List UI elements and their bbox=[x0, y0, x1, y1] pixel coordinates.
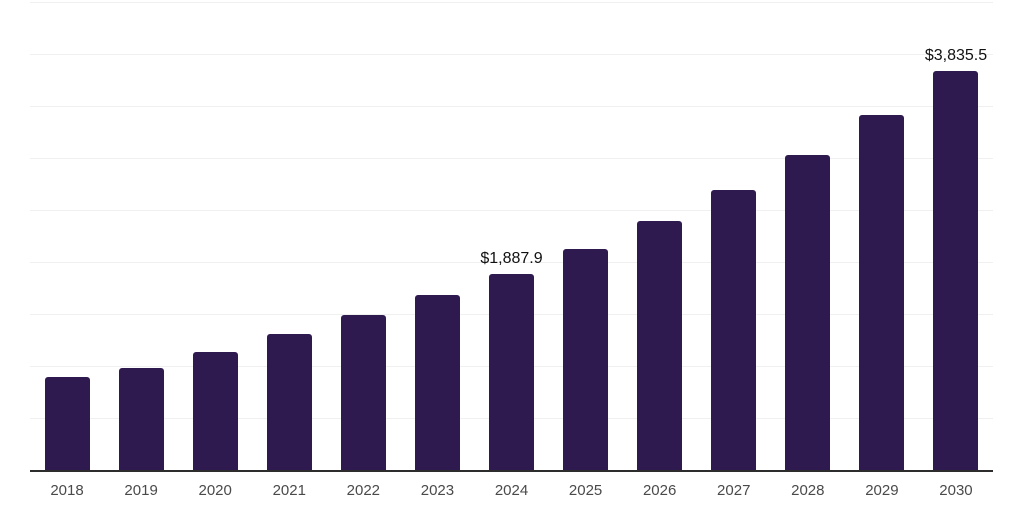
x-tick-label-2025: 2025 bbox=[568, 482, 603, 499]
bar-column-2030: $3,835.5 bbox=[919, 2, 993, 470]
bar-value-label-2030: $3,835.5 bbox=[924, 47, 988, 65]
bar-column-2028 bbox=[771, 2, 845, 470]
x-tick-label-2024: 2024 bbox=[494, 482, 529, 499]
x-tick-label-2022: 2022 bbox=[346, 482, 381, 499]
bar-column-2024: $1,887.9 bbox=[474, 2, 548, 470]
bar-2026 bbox=[637, 221, 683, 470]
bar-2024: $1,887.9 bbox=[480, 250, 543, 470]
gridline bbox=[30, 157, 993, 159]
x-tick-label-2027: 2027 bbox=[717, 482, 751, 499]
x-axis: 2018 2019 2020 2021 2022 2023 2024 2025 2026 2027… bbox=[30, 482, 993, 499]
bar-column-2025 bbox=[549, 2, 623, 470]
gridline bbox=[30, 2, 993, 3]
x-tick-label-2026: 2026 bbox=[642, 482, 677, 499]
bar-column-2021 bbox=[252, 2, 326, 470]
bar-2022 bbox=[340, 315, 386, 470]
bar-column-2018 bbox=[30, 2, 104, 470]
bar-2028 bbox=[785, 154, 831, 470]
x-tick-label-2030: 2030 bbox=[939, 482, 973, 499]
gridline bbox=[30, 54, 993, 55]
bar-column-2019 bbox=[104, 2, 178, 470]
bar-2030: $3,835.5 bbox=[925, 47, 987, 470]
bar-2018 bbox=[44, 377, 90, 470]
x-tick-label-2028: 2028 bbox=[791, 482, 825, 499]
bar-2021 bbox=[266, 333, 312, 470]
gridline bbox=[30, 210, 993, 211]
bar-2027 bbox=[711, 190, 757, 470]
bar-series: $1,887.9 $3,835.5 bbox=[30, 2, 993, 470]
bar-column-2023 bbox=[400, 2, 474, 470]
bar-2019 bbox=[118, 367, 164, 470]
bar-value-label-2024: $1,887.9 bbox=[480, 249, 543, 267]
bar-2020 bbox=[192, 352, 238, 470]
x-tick-label-2019: 2019 bbox=[124, 482, 158, 499]
bar-2025 bbox=[563, 249, 609, 470]
gridline bbox=[30, 262, 993, 263]
bar-column-2026 bbox=[623, 2, 697, 470]
x-tick-label-2029: 2029 bbox=[865, 482, 899, 499]
gridline bbox=[30, 106, 993, 107]
bar-column-2029 bbox=[845, 2, 919, 470]
bar-2023 bbox=[414, 295, 460, 470]
bar-column-2022 bbox=[326, 2, 400, 470]
x-tick-label-2023: 2023 bbox=[420, 482, 455, 499]
plot-area: $1,887.9 $3,835.5 bbox=[30, 2, 993, 472]
bar-2029 bbox=[859, 115, 905, 470]
bar-column-2027 bbox=[697, 2, 771, 470]
x-tick-label-2021: 2021 bbox=[272, 482, 306, 499]
x-tick-label-2020: 2020 bbox=[198, 482, 232, 499]
bar-column-2020 bbox=[178, 2, 252, 470]
x-tick-label-2018: 2018 bbox=[50, 482, 84, 499]
